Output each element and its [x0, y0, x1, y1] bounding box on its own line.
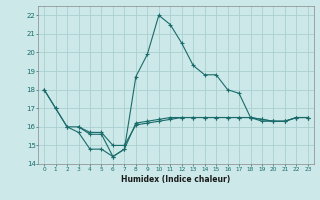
X-axis label: Humidex (Indice chaleur): Humidex (Indice chaleur) — [121, 175, 231, 184]
